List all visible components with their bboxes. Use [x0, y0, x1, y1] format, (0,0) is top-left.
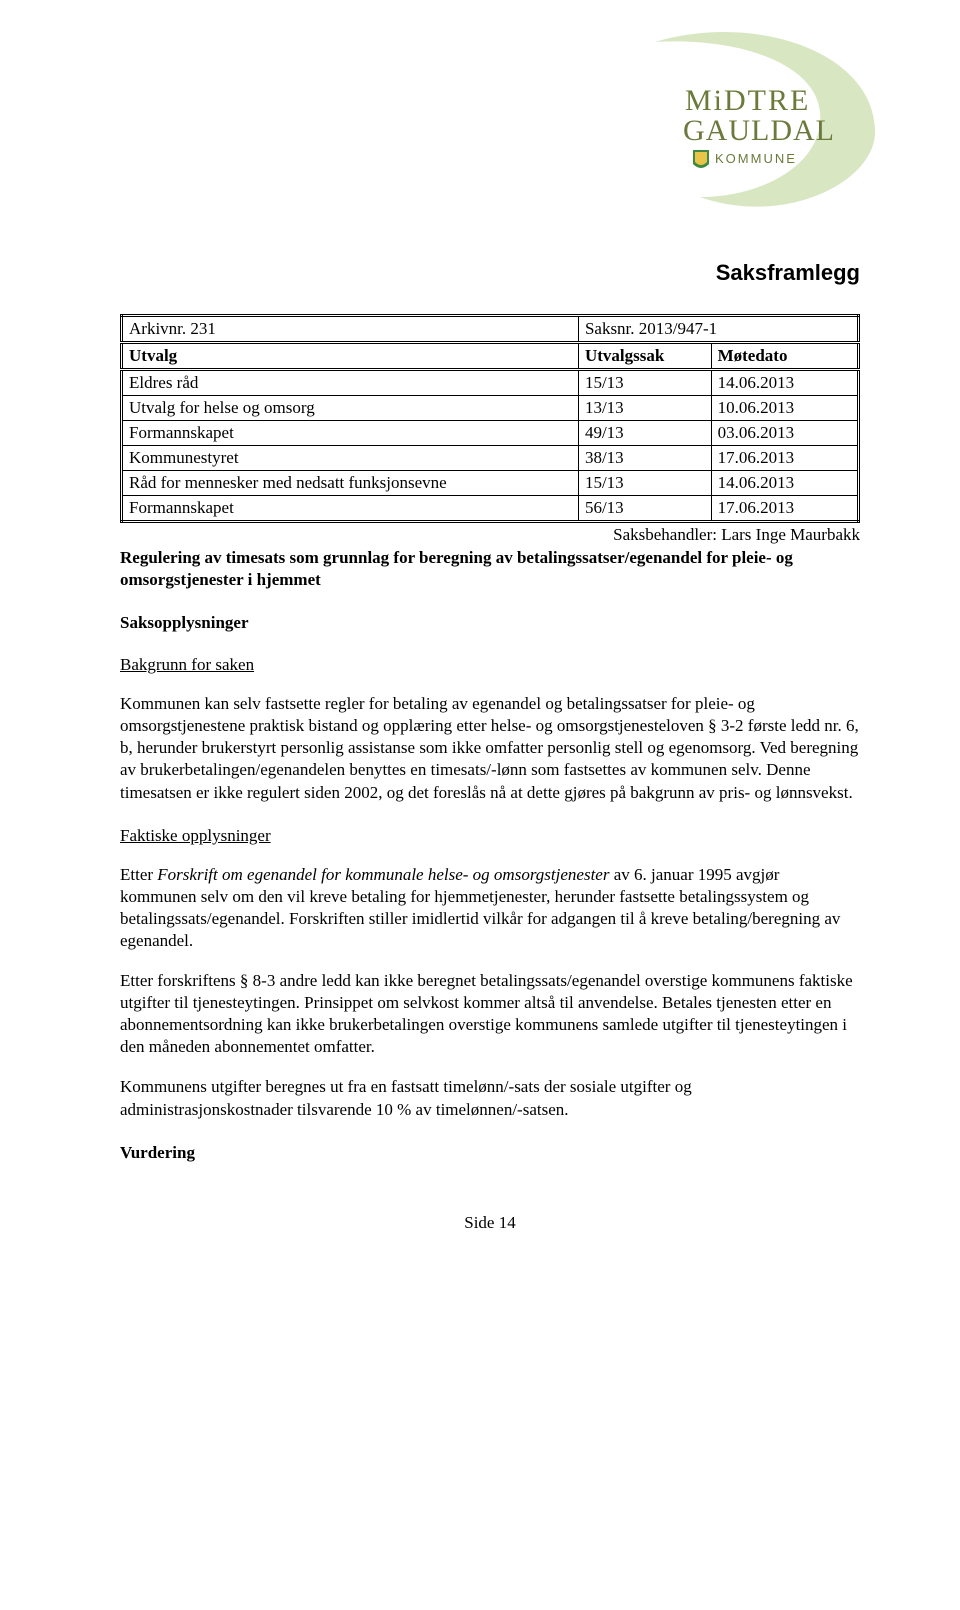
- paragraph: Etter forskriftens § 8-3 andre ledd kan …: [120, 970, 860, 1058]
- cell-utvalg: Formannskapet: [122, 496, 579, 522]
- paragraph: Kommunens utgifter beregnes ut fra en fa…: [120, 1076, 860, 1120]
- cell-dato: 14.06.2013: [711, 370, 858, 396]
- cell-dato: 17.06.2013: [711, 446, 858, 471]
- case-meta-table: Arkivnr. 231 Saksnr. 2013/947-1 Utvalg U…: [120, 314, 860, 523]
- cell-sak: 38/13: [578, 446, 711, 471]
- cell-utvalg: Formannskapet: [122, 421, 579, 446]
- table-row: Råd for mennesker med nedsatt funksjonse…: [122, 471, 859, 496]
- table-row: Formannskapet 49/13 03.06.2013: [122, 421, 859, 446]
- logo-text-line1: MiDTRE: [685, 84, 810, 117]
- cell-sak: 56/13: [578, 496, 711, 522]
- paragraph: Kommunen kan selv fastsette regler for b…: [120, 693, 860, 803]
- cell-utvalg: Eldres råd: [122, 370, 579, 396]
- cell-dato: 17.06.2013: [711, 496, 858, 522]
- case-handler: Saksbehandler: Lars Inge Maurbakk: [120, 525, 860, 545]
- cell-sak: 15/13: [578, 471, 711, 496]
- cell-utvalg: Råd for mennesker med nedsatt funksjonse…: [122, 471, 579, 496]
- cell-sak: 13/13: [578, 396, 711, 421]
- table-row: Kommunestyret 38/13 17.06.2013: [122, 446, 859, 471]
- cell-dato: 14.06.2013: [711, 471, 858, 496]
- table-row-archive: Arkivnr. 231 Saksnr. 2013/947-1: [122, 316, 859, 343]
- cell-sak: 15/13: [578, 370, 711, 396]
- cell-dato: 03.06.2013: [711, 421, 858, 446]
- para2-pre: Etter: [120, 865, 157, 884]
- table-row: Eldres råd 15/13 14.06.2013: [122, 370, 859, 396]
- table-header-row: Utvalg Utvalgssak Møtedato: [122, 343, 859, 370]
- cell-utvalg: Utvalg for helse og omsorg: [122, 396, 579, 421]
- section-faktiske: Faktiske opplysninger: [120, 826, 860, 846]
- para2-italic: Forskrift om egenandel for kommunale hel…: [157, 865, 609, 884]
- logo-subtext: KOMMUNE: [715, 151, 797, 166]
- col-header-utvalgssak: Utvalgssak: [578, 343, 711, 370]
- case-title: Regulering av timesats som grunnlag for …: [120, 547, 860, 591]
- cell-utvalg: Kommunestyret: [122, 446, 579, 471]
- section-bakgrunn: Bakgrunn for saken: [120, 655, 860, 675]
- table-row: Utvalg for helse og omsorg 13/13 10.06.2…: [122, 396, 859, 421]
- section-vurdering: Vurdering: [120, 1143, 860, 1163]
- cell-sak: 49/13: [578, 421, 711, 446]
- col-header-utvalg: Utvalg: [122, 343, 579, 370]
- page-footer: Side 14: [120, 1213, 860, 1233]
- table-row: Formannskapet 56/13 17.06.2013: [122, 496, 859, 522]
- col-header-motedato: Møtedato: [711, 343, 858, 370]
- page: MiDTRE GAULDAL KOMMUNE Saksframlegg Arki…: [0, 0, 960, 1610]
- paragraph: Etter Forskrift om egenandel for kommuna…: [120, 864, 860, 952]
- section-saksopplysninger: Saksopplysninger: [120, 613, 860, 633]
- case-number: Saksnr. 2013/947-1: [578, 316, 858, 343]
- logo-text-line2: GAULDAL: [683, 114, 835, 147]
- shield-icon: [693, 150, 709, 168]
- archive-number: Arkivnr. 231: [122, 316, 579, 343]
- page-heading: Saksframlegg: [120, 260, 860, 286]
- municipality-logo: MiDTRE GAULDAL KOMMUNE: [615, 32, 875, 212]
- cell-dato: 10.06.2013: [711, 396, 858, 421]
